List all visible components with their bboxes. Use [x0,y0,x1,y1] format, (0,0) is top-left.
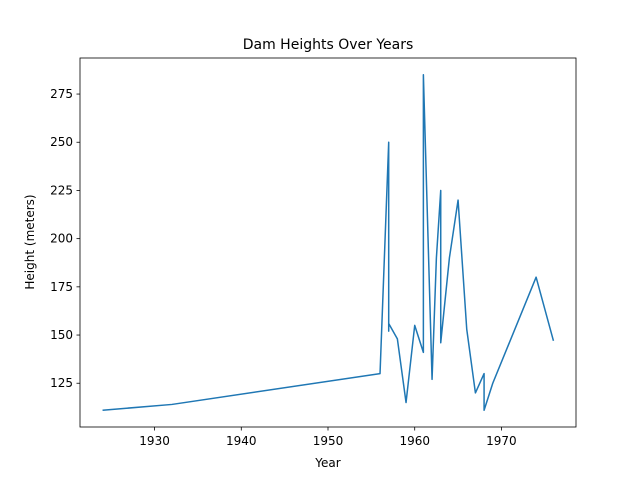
x-axis-label: Year [314,456,340,470]
x-tick-label: 1970 [486,434,517,448]
y-tick-label: 250 [50,135,73,149]
y-tick-label: 150 [50,328,73,342]
y-tick-label: 125 [50,376,73,390]
y-axis-label: Height (meters) [23,194,37,289]
y-tick-label: 200 [50,232,73,246]
x-tick-label: 1930 [139,434,170,448]
y-tick-label: 175 [50,280,73,294]
y-tick-label: 275 [50,87,73,101]
x-tick-label: 1940 [226,434,257,448]
series-line [102,74,555,411]
x-tick-label: 1950 [313,434,344,448]
chart-title: Dam Heights Over Years [243,37,414,53]
y-tick-label: 225 [50,183,73,197]
plot-frame [79,57,577,428]
series-group [102,74,555,411]
axis-ticks: 1930 1940 1950 1960 1970 125 150 175 200 225 250 27… [50,87,517,448]
x-tick-label: 1960 [399,434,430,448]
